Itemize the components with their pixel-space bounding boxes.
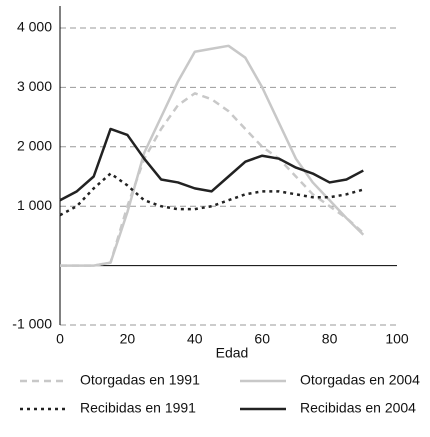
x-tick-label: 80 <box>322 331 338 347</box>
x-tick-label: 40 <box>187 331 203 347</box>
series-line <box>59 172 364 217</box>
legend-label: Otorgadas en 1991 <box>80 372 200 388</box>
y-tick-label: 3 000 <box>17 78 52 94</box>
x-tick-label: 20 <box>120 331 136 347</box>
x-tick-label: 0 <box>56 331 64 347</box>
series-line <box>60 44 365 267</box>
y-tick-label: -1 000 <box>12 316 52 332</box>
y-tick-label: 2 000 <box>17 138 52 154</box>
legend-label: Recibidas en 1991 <box>80 400 196 416</box>
y-tick-label: 1 000 <box>17 197 52 213</box>
series-line <box>59 127 364 202</box>
x-axis-label: Edad <box>216 345 249 361</box>
legend-label: Recibidas en 2004 <box>300 400 416 416</box>
y-tick-label: 4 000 <box>17 19 52 35</box>
x-tick-label: 60 <box>254 331 270 347</box>
legend-label: Otorgadas en 2004 <box>300 372 420 388</box>
x-tick-label: 100 <box>385 331 409 347</box>
